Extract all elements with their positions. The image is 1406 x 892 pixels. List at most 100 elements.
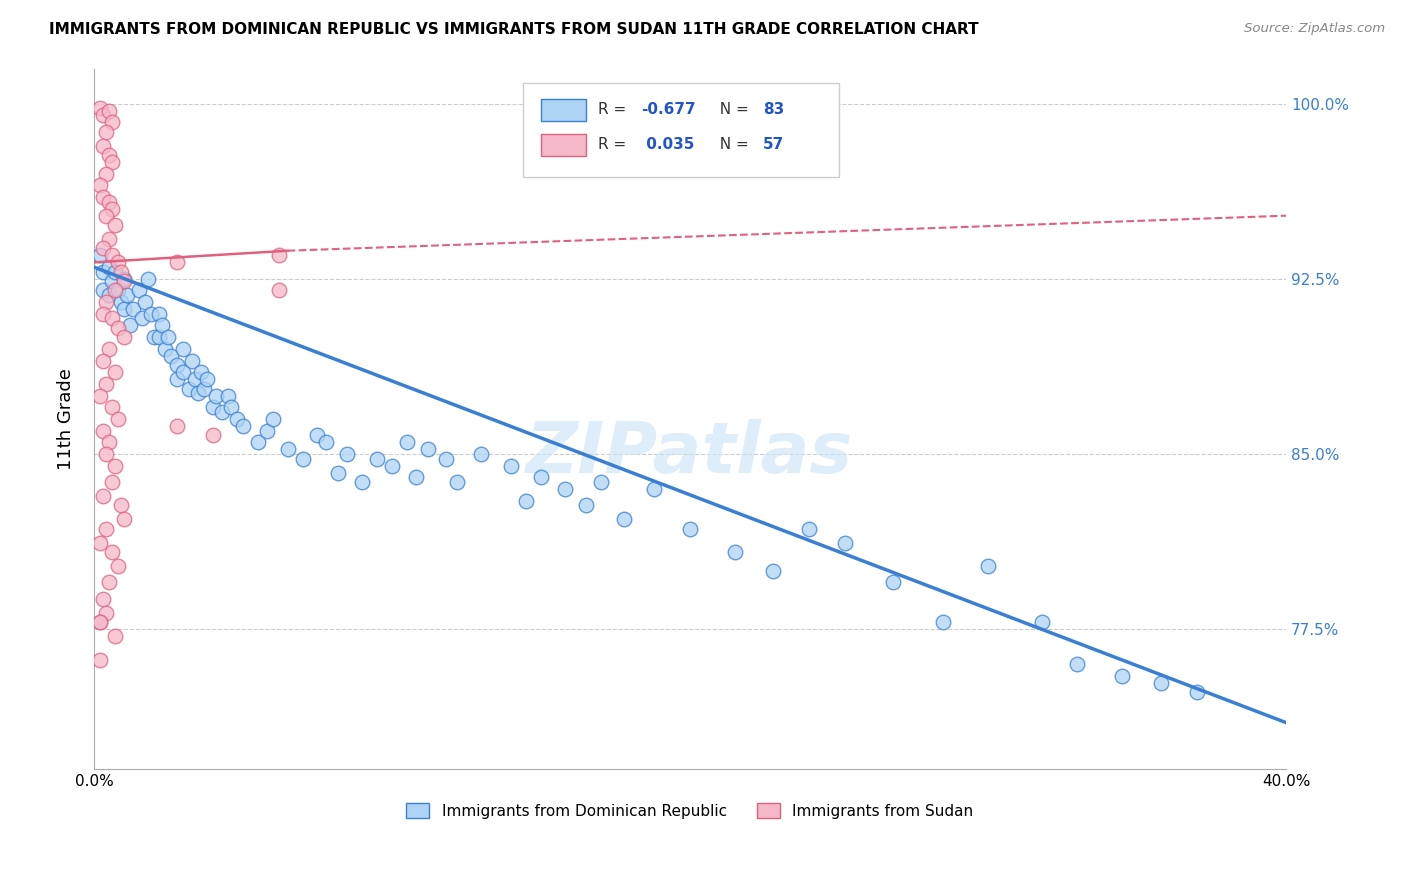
Point bbox=[121, 302, 143, 317]
Point bbox=[91, 138, 114, 153]
Point bbox=[166, 358, 188, 372]
Text: R =: R = bbox=[598, 137, 636, 153]
Point bbox=[575, 499, 598, 513]
Point bbox=[94, 209, 117, 223]
Point bbox=[112, 330, 135, 344]
Point bbox=[97, 288, 120, 302]
Point bbox=[179, 382, 201, 396]
Point bbox=[267, 284, 290, 298]
Point bbox=[107, 284, 129, 298]
Point bbox=[104, 284, 127, 298]
Text: Source: ZipAtlas.com: Source: ZipAtlas.com bbox=[1244, 22, 1385, 36]
Point bbox=[91, 108, 114, 122]
Point bbox=[1111, 669, 1133, 683]
Point bbox=[307, 428, 329, 442]
Point bbox=[89, 178, 111, 193]
Point bbox=[315, 435, 337, 450]
Point bbox=[405, 470, 427, 484]
Point bbox=[91, 190, 114, 204]
Point bbox=[246, 435, 269, 450]
Point bbox=[395, 435, 418, 450]
Point bbox=[104, 629, 127, 643]
Point bbox=[142, 330, 165, 344]
Point bbox=[232, 418, 254, 433]
Point bbox=[184, 372, 207, 386]
Text: N =: N = bbox=[710, 137, 754, 153]
Point bbox=[89, 388, 111, 402]
FancyBboxPatch shape bbox=[541, 99, 586, 121]
Point bbox=[101, 311, 124, 326]
Point bbox=[101, 115, 124, 129]
Point bbox=[94, 376, 117, 391]
Point bbox=[94, 295, 117, 310]
Point bbox=[157, 330, 180, 344]
Text: R =: R = bbox=[598, 103, 631, 118]
Point bbox=[110, 295, 132, 310]
Point bbox=[977, 559, 1000, 574]
Point bbox=[91, 591, 114, 606]
Text: ZIPatlas: ZIPatlas bbox=[526, 419, 853, 489]
Point bbox=[366, 451, 388, 466]
Point bbox=[112, 272, 135, 286]
Point bbox=[515, 493, 537, 508]
Point bbox=[94, 125, 117, 139]
FancyBboxPatch shape bbox=[541, 134, 586, 156]
Point bbox=[148, 307, 170, 321]
Point bbox=[139, 307, 162, 321]
Point bbox=[152, 318, 174, 333]
Point bbox=[211, 405, 233, 419]
Point bbox=[97, 342, 120, 356]
Point bbox=[148, 330, 170, 344]
Point bbox=[166, 255, 188, 269]
Point bbox=[1066, 657, 1088, 672]
Point bbox=[1185, 685, 1208, 699]
Point bbox=[554, 482, 576, 496]
Point bbox=[97, 194, 120, 209]
Point bbox=[94, 167, 117, 181]
Point bbox=[97, 232, 120, 246]
Point bbox=[89, 615, 111, 629]
Point bbox=[97, 575, 120, 590]
Point bbox=[107, 559, 129, 574]
Text: -0.677: -0.677 bbox=[641, 103, 696, 118]
Point bbox=[128, 284, 150, 298]
Point bbox=[91, 284, 114, 298]
Point bbox=[226, 412, 249, 426]
Y-axis label: 11th Grade: 11th Grade bbox=[58, 368, 75, 470]
Point bbox=[107, 255, 129, 269]
Point bbox=[101, 248, 124, 262]
Point bbox=[101, 475, 124, 489]
Point bbox=[104, 218, 127, 232]
Point bbox=[91, 265, 114, 279]
Point bbox=[172, 365, 194, 379]
Point bbox=[112, 274, 135, 288]
Point bbox=[107, 320, 129, 334]
Point bbox=[643, 482, 665, 496]
Point bbox=[446, 475, 468, 489]
Point bbox=[136, 272, 159, 286]
Point bbox=[131, 311, 153, 326]
Text: IMMIGRANTS FROM DOMINICAN REPUBLIC VS IMMIGRANTS FROM SUDAN 11TH GRADE CORRELATI: IMMIGRANTS FROM DOMINICAN REPUBLIC VS IM… bbox=[49, 22, 979, 37]
Text: 0.035: 0.035 bbox=[641, 137, 695, 153]
Point bbox=[202, 401, 225, 415]
Point bbox=[219, 401, 242, 415]
Point bbox=[166, 418, 188, 433]
Point bbox=[262, 412, 284, 426]
FancyBboxPatch shape bbox=[523, 83, 839, 178]
Point bbox=[107, 412, 129, 426]
Point bbox=[97, 148, 120, 162]
Point bbox=[97, 260, 120, 274]
Point bbox=[181, 353, 204, 368]
Point bbox=[470, 447, 492, 461]
Point bbox=[589, 475, 612, 489]
Point bbox=[89, 535, 111, 549]
Point bbox=[352, 475, 374, 489]
Point bbox=[104, 458, 127, 473]
Point bbox=[94, 522, 117, 536]
Point bbox=[89, 101, 111, 115]
Point bbox=[89, 615, 111, 629]
Point bbox=[416, 442, 439, 457]
Point bbox=[101, 545, 124, 559]
Point bbox=[679, 522, 702, 536]
Point bbox=[834, 535, 856, 549]
